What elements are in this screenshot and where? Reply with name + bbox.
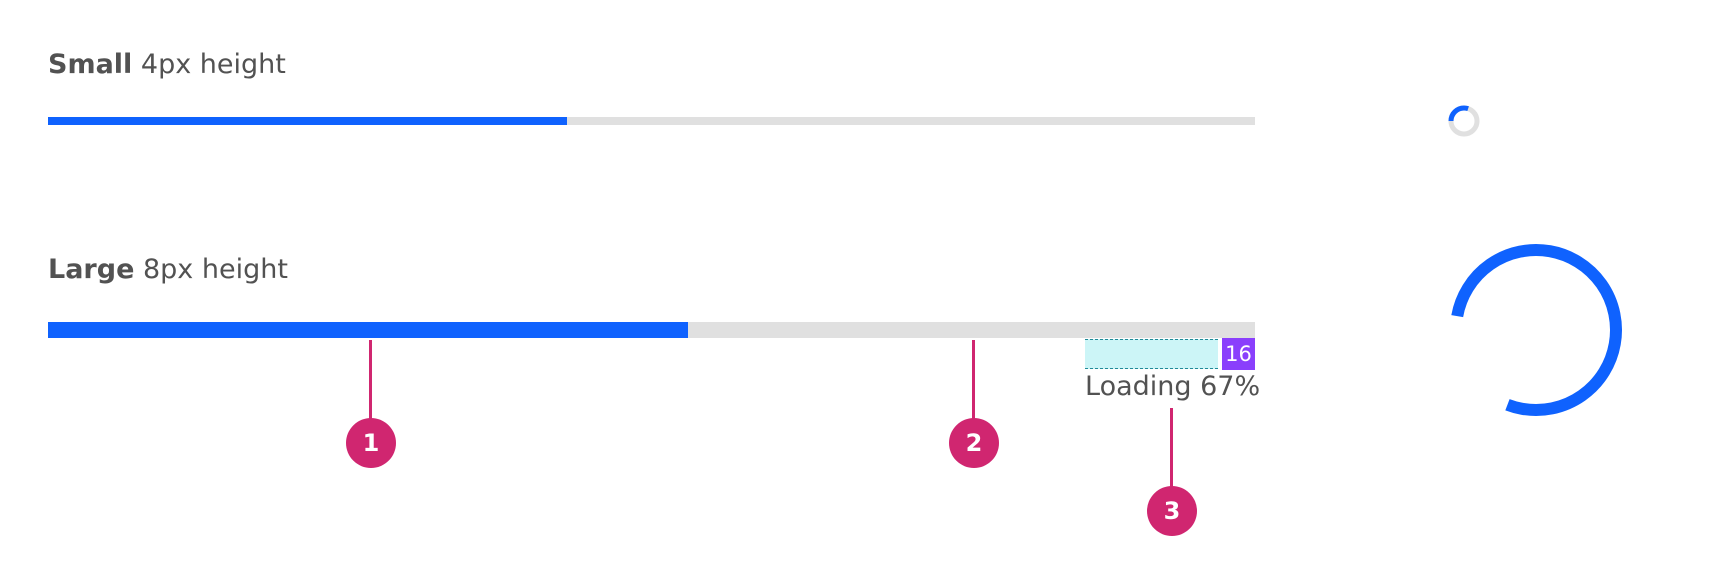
large-loading-spinner [1450,244,1622,416]
annotation-marker-2: 2 [949,418,999,468]
annotation-leader-3 [1170,408,1173,488]
small-variant-height: 4px height [140,49,286,80]
large-spinner-arc [1450,244,1622,416]
large-progress-track [48,322,1255,338]
annotation-leader-1 [369,340,372,420]
small-variant-label: Small 4px height [48,49,286,80]
helper-text: Loading 67% [1085,371,1261,402]
large-variant-height: 8px height [142,254,288,285]
annotation-leader-2 [972,340,975,420]
spacing-token-tag: 16 [1222,338,1255,370]
small-progress-fill [48,117,567,125]
large-progress-fill [48,322,688,338]
small-variant-name: Small [48,49,133,80]
small-loading-spinner [1448,105,1480,137]
large-variant-name: Large [48,254,135,285]
spacing-redline-box [1085,339,1218,369]
annotation-marker-3: 3 [1147,486,1197,536]
large-variant-label: Large 8px height [48,254,288,285]
small-progress-track [48,117,1255,125]
annotation-marker-1: 1 [346,418,396,468]
small-spinner-arc [1448,105,1480,137]
